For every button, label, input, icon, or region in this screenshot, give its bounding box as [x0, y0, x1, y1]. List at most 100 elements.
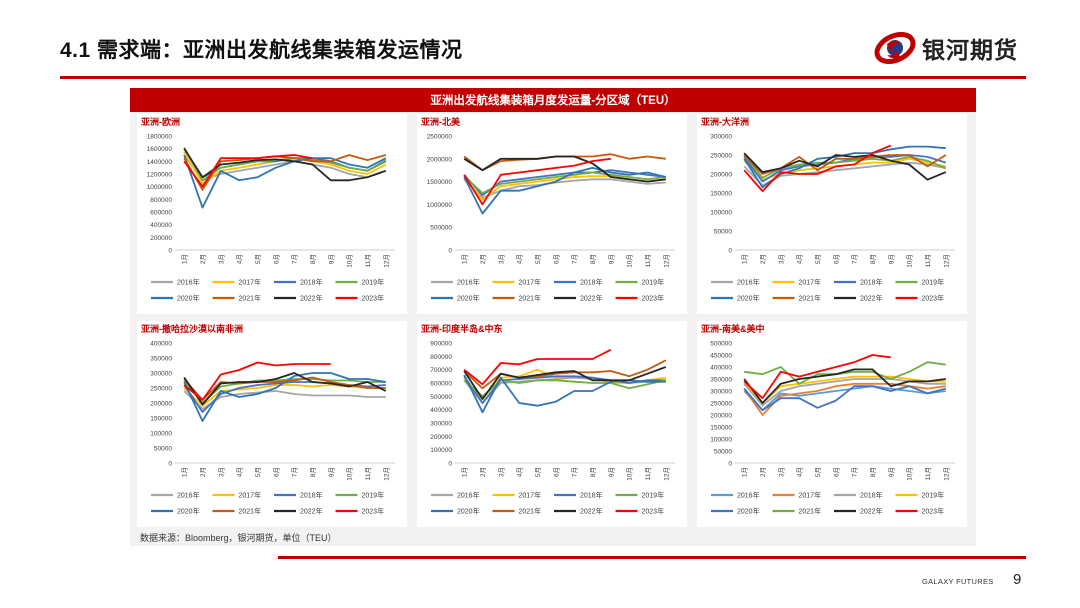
x-tick-label: 8月 [309, 254, 317, 264]
series-line [183, 148, 387, 182]
series-line [183, 372, 387, 406]
x-tick-label: 1月 [181, 254, 189, 264]
x-tick-label: 8月 [309, 467, 317, 477]
x-tick-label: 9月 [607, 467, 615, 477]
chart-svg: 亚洲-撒哈拉沙漠以南非洲 0 50000 100000 150000 200000 2500… [141, 323, 395, 516]
x-tick-label: 10月 [906, 467, 914, 481]
legend-label: 2018年 [300, 278, 323, 287]
legend-label: 2019年 [642, 491, 665, 500]
x-tick-label: 7月 [291, 467, 299, 477]
series-line [743, 152, 947, 181]
legend-label: 2020年 [737, 507, 760, 516]
x-tick-label: 7月 [291, 254, 299, 264]
x-tick-label: 5月 [534, 467, 542, 477]
x-tick-label: 1月 [461, 254, 469, 264]
legend-label: 2019年 [922, 491, 945, 500]
legend-label: 2023年 [362, 294, 385, 303]
series-line [744, 361, 946, 385]
x-tick-label: 9月 [327, 467, 335, 477]
y-tick-label: 400000 [710, 365, 732, 372]
legend-label: 2022年 [300, 294, 323, 303]
x-tick-label: 3月 [777, 467, 785, 477]
x-tick-label: 4月 [516, 467, 524, 477]
legend-label: 2021年 [239, 294, 262, 303]
y-tick-label: 350000 [150, 356, 172, 363]
x-tick-label: 6月 [272, 254, 280, 264]
y-tick-label: 0 [168, 461, 172, 468]
y-tick-label: 300000 [710, 389, 732, 396]
legend-label: 2022年 [300, 507, 323, 516]
series-line [463, 366, 667, 400]
chart-svg: 亚洲-欧洲 0 200000 400000 600000 800000 1000000 120… [141, 116, 395, 303]
y-tick-label: 1000000 [147, 184, 173, 191]
x-tick-label: 9月 [327, 254, 335, 264]
y-tick-label: 500000 [710, 341, 732, 348]
x-tick-label: 4月 [236, 254, 244, 264]
legend-label: 2018年 [580, 278, 603, 287]
legend-label: 2023年 [362, 507, 385, 516]
y-tick-label: 200000 [150, 401, 172, 408]
x-tick-label: 10月 [906, 254, 914, 268]
x-tick-label: 12月 [662, 467, 670, 481]
x-tick-label: 2月 [479, 254, 487, 264]
y-tick-label: 400000 [150, 222, 172, 229]
y-tick-label: 2000000 [427, 156, 453, 163]
x-tick-label: 12月 [942, 254, 950, 268]
x-tick-label: 7月 [851, 467, 859, 477]
series-line [183, 361, 331, 401]
y-tick-label: 150000 [150, 416, 172, 423]
y-tick-label: 800000 [150, 197, 172, 204]
y-tick-label: 0 [448, 248, 452, 255]
series-line [463, 157, 611, 206]
page-number: 9 [1013, 571, 1022, 588]
y-tick-label: 100000 [150, 431, 172, 438]
x-tick-label: 9月 [607, 254, 615, 264]
y-tick-label: 150000 [710, 425, 732, 432]
series-line [743, 145, 946, 189]
x-tick-label: 8月 [589, 467, 597, 477]
chart-title: 亚洲-欧洲 [141, 116, 180, 127]
series-line [463, 178, 666, 199]
x-tick-label: 5月 [254, 254, 262, 264]
series-line [743, 144, 892, 192]
y-tick-label: 450000 [710, 353, 732, 360]
y-tick-label: 300000 [710, 134, 732, 141]
legend-label: 2021年 [239, 507, 262, 516]
y-tick-label: 600000 [150, 210, 172, 217]
chart-svg: 亚洲-大洋洲 0 50000 100000 150000 200000 250000 3000… [701, 116, 955, 303]
legend-label: 2018年 [300, 491, 323, 500]
x-tick-label: 5月 [814, 254, 822, 264]
legend-label: 2021年 [519, 507, 542, 516]
legend-label: 2016年 [737, 278, 760, 287]
y-tick-label: 350000 [710, 377, 732, 384]
chart-title: 亚洲-大洋洲 [701, 116, 749, 127]
series-line [743, 368, 946, 404]
series-line [463, 155, 666, 183]
y-tick-label: 100000 [710, 437, 732, 444]
y-tick-label: 250000 [710, 153, 732, 160]
legend-label: 2019年 [362, 278, 385, 287]
chart-svg: 亚洲-北美 0 500000 1000000 1500000 2000000 2500000… [421, 116, 675, 303]
x-tick-label: 1月 [741, 467, 749, 477]
y-tick-label: 200000 [710, 172, 732, 179]
y-tick-label: 700000 [430, 367, 452, 374]
legend-label: 2021年 [799, 294, 822, 303]
x-tick-label: 11月 [644, 254, 652, 267]
series-line [743, 385, 947, 412]
y-tick-label: 2500000 [427, 134, 453, 141]
footer-divider [278, 556, 1026, 559]
x-tick-label: 7月 [851, 254, 859, 264]
series-line [463, 171, 666, 194]
legend-label: 2022年 [860, 294, 883, 303]
y-tick-label: 1800000 [147, 134, 173, 141]
x-tick-label: 10月 [346, 254, 354, 268]
legend-label: 2020年 [177, 294, 200, 303]
x-tick-label: 4月 [796, 254, 804, 264]
y-tick-label: 600000 [430, 381, 452, 388]
x-tick-label: 10月 [626, 254, 634, 268]
legend-label: 2019年 [922, 278, 945, 287]
legend-label: 2020年 [457, 294, 480, 303]
legend-label: 2016年 [457, 278, 480, 287]
y-tick-label: 0 [448, 461, 452, 468]
legend-label: 2023年 [922, 507, 945, 516]
